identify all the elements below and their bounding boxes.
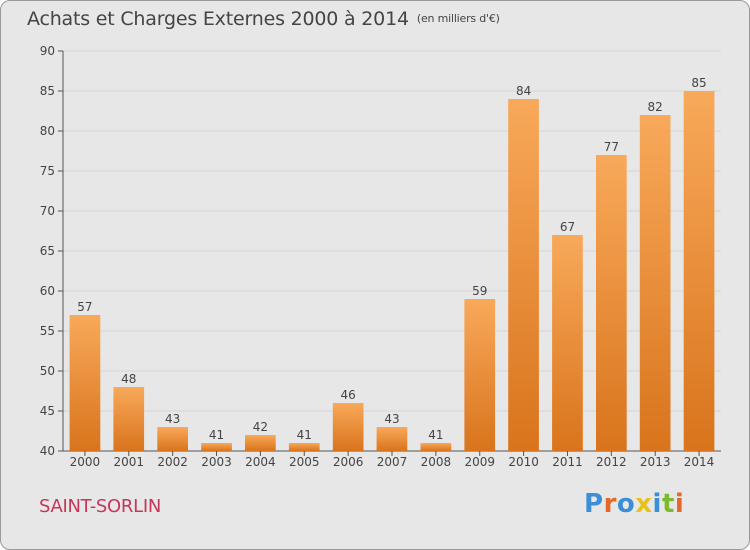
bar <box>683 91 715 451</box>
data-label: 41 <box>209 428 224 442</box>
data-label: 41 <box>297 428 312 442</box>
x-tick-label: 2011 <box>552 455 583 469</box>
data-label: 85 <box>691 76 706 90</box>
x-tick-label: 2005 <box>289 455 320 469</box>
data-label: 77 <box>604 140 619 154</box>
bar <box>201 443 232 451</box>
x-tick-label: 2013 <box>640 455 671 469</box>
bar <box>596 155 627 451</box>
logo-letter: P <box>584 489 604 519</box>
x-tick-labels: 2000 2001 2002 2003 2004 2005 2006 2007 2008 2009… <box>70 455 715 469</box>
x-tick-label: 2007 <box>377 455 408 469</box>
y-tick-label: 80 <box>40 124 55 138</box>
bar <box>69 315 101 451</box>
data-label: 48 <box>121 372 136 386</box>
x-tick-label: 2003 <box>201 455 232 469</box>
data-label: 41 <box>428 428 443 442</box>
bar <box>288 443 320 451</box>
commune-name: SAINT-SORLIN <box>39 496 161 517</box>
logo-letter: r <box>603 489 617 519</box>
chart-title: Achats et Charges Externes 2000 à 2014 (e… <box>27 8 500 30</box>
y-tick-label: 65 <box>40 244 55 258</box>
chart-title-text: Achats et Charges Externes 2000 à 2014 <box>27 8 409 30</box>
x-tick-label: 2009 <box>464 455 495 469</box>
data-label: 42 <box>253 420 268 434</box>
x-tick-label: 2004 <box>245 455 276 469</box>
data-label: 46 <box>340 388 355 402</box>
data-label: 84 <box>516 84 531 98</box>
data-label: 59 <box>472 284 487 298</box>
data-label: 82 <box>648 100 663 114</box>
y-tick-labels: 40 45 50 55 60 65 70 75 80 85 90 <box>40 44 55 458</box>
x-tick-label: 2014 <box>684 455 715 469</box>
bars <box>69 91 715 451</box>
data-label: 67 <box>560 220 575 234</box>
bar <box>464 299 496 451</box>
x-tick-label: 2006 <box>333 455 364 469</box>
y-tick-label: 50 <box>40 364 55 378</box>
bar <box>639 115 671 451</box>
x-tick-label: 2012 <box>596 455 627 469</box>
y-tick-label: 45 <box>40 404 55 418</box>
data-labels: 57 48 43 41 42 41 46 43 41 59 84 67 77 82 85 <box>77 76 706 442</box>
y-tick-label: 75 <box>40 164 55 178</box>
x-tick-label: 2008 <box>421 455 452 469</box>
bar <box>376 427 408 451</box>
bar <box>332 403 364 451</box>
y-tick-label: 70 <box>40 204 55 218</box>
logo-letter: i <box>674 489 685 519</box>
y-tick-label: 55 <box>40 324 55 338</box>
bar <box>113 387 145 451</box>
logo-letter: x <box>635 489 653 519</box>
y-tick-label: 85 <box>40 84 55 98</box>
x-tick-label: 2010 <box>508 455 539 469</box>
data-label: 43 <box>384 412 399 426</box>
bar <box>157 427 188 451</box>
logo-letter: t <box>661 489 675 519</box>
bar <box>420 443 452 451</box>
x-tick-label: 2000 <box>70 455 101 469</box>
x-tick-label: 2001 <box>114 455 145 469</box>
bar <box>508 99 539 451</box>
y-tick-label: 90 <box>40 44 55 58</box>
x-tick-label: 2002 <box>157 455 188 469</box>
y-tick-label: 60 <box>40 284 55 298</box>
bar <box>245 435 276 451</box>
chart-subtitle: (en milliers d'€) <box>416 12 500 25</box>
y-tick-label: 40 <box>40 444 55 458</box>
proxiti-logo: Proxiti <box>584 489 684 519</box>
data-label: 43 <box>165 412 180 426</box>
logo-letter: o <box>616 489 636 519</box>
data-label: 57 <box>77 300 92 314</box>
bar <box>552 235 583 451</box>
logo-letter: i <box>652 489 662 519</box>
